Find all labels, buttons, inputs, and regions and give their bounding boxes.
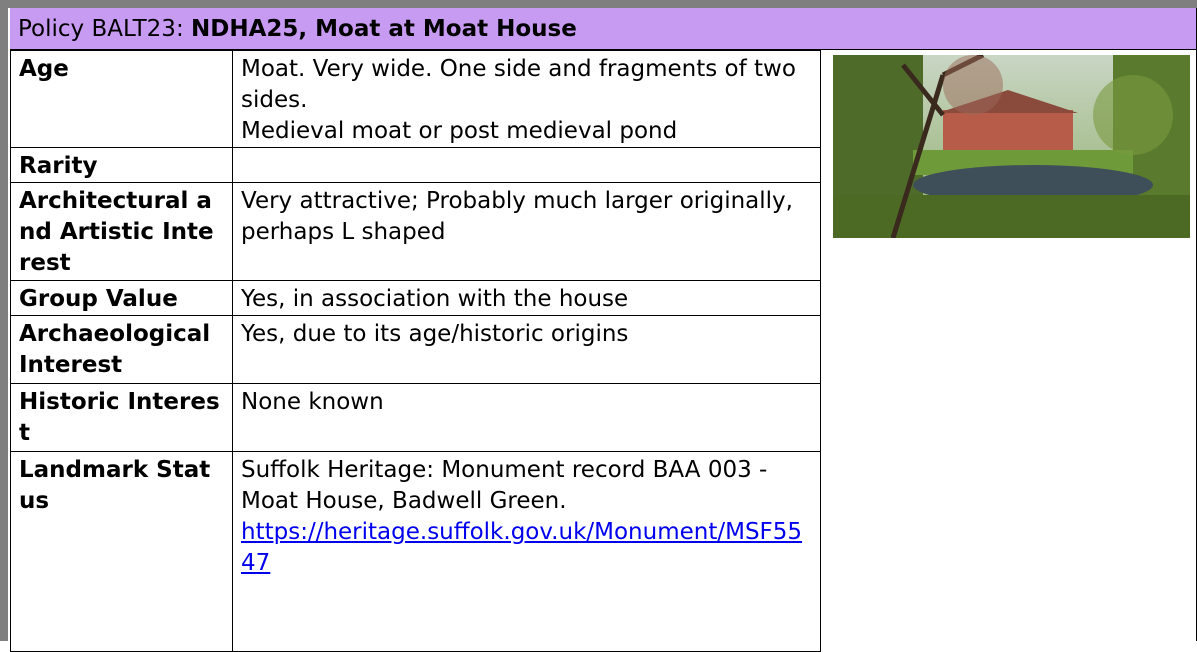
value-text: Yes, in association with the house [241, 286, 629, 312]
table-row: Architectural and Artistic Interest Very … [10, 182, 821, 281]
row-label: Landmark Status [10, 451, 233, 652]
row-value: Suffolk Heritage: Monument record BAA 00… [232, 451, 821, 652]
value-text: Medieval moat or post medieval pond [241, 118, 678, 144]
row-value [232, 147, 821, 183]
row-label: Rarity [10, 147, 233, 183]
table-row: Rarity [10, 147, 821, 183]
moat-photo [833, 55, 1190, 238]
table-row: Group Value Yes, in association with the … [10, 280, 821, 316]
header-title: NDHA25, Moat at Moat House [191, 16, 577, 42]
table-row: Landmark Status Suffolk Heritage: Monumen… [10, 451, 821, 652]
table-header: Policy BALT23: NDHA25, Moat at Moat Hous… [10, 8, 1197, 50]
header-prefix: Policy BALT23: [18, 16, 184, 42]
link[interactable]: https://heritage.suffolk.gov.uk/Monument… [241, 519, 803, 576]
table-row: Age Moat. Very wide. One side and fragmen… [10, 50, 821, 148]
value-text: Moat. Very wide. One side and fragments … [241, 56, 796, 113]
value-text: Suffolk Heritage: Monument record BAA 00… [241, 457, 768, 514]
row-value: Yes, in association with the house [232, 280, 821, 316]
table-row: Archaeological Interest Yes, due to its a… [10, 315, 821, 384]
row-value: Yes, due to its age/historic origins [232, 315, 821, 384]
row-label: Archaeological Interest [10, 315, 233, 384]
row-value: Very attractive; Probably much larger or… [232, 182, 821, 281]
table-row: Historic Interest None known [10, 383, 821, 452]
row-label: Group Value [10, 280, 233, 316]
row-value: None known [232, 383, 821, 452]
value-text: Very attractive; Probably much larger or… [241, 188, 793, 245]
value-text: None known [241, 389, 384, 415]
value-text: Yes, due to its age/historic origins [241, 321, 629, 347]
row-label: Age [10, 50, 233, 148]
policy-table: Age Moat. Very wide. One side and fragmen… [10, 50, 821, 652]
row-label: Historic Interest [10, 383, 233, 452]
row-value: Moat. Very wide. One side and fragments … [232, 50, 821, 148]
row-label: Architectural and Artistic Interest [10, 182, 233, 281]
